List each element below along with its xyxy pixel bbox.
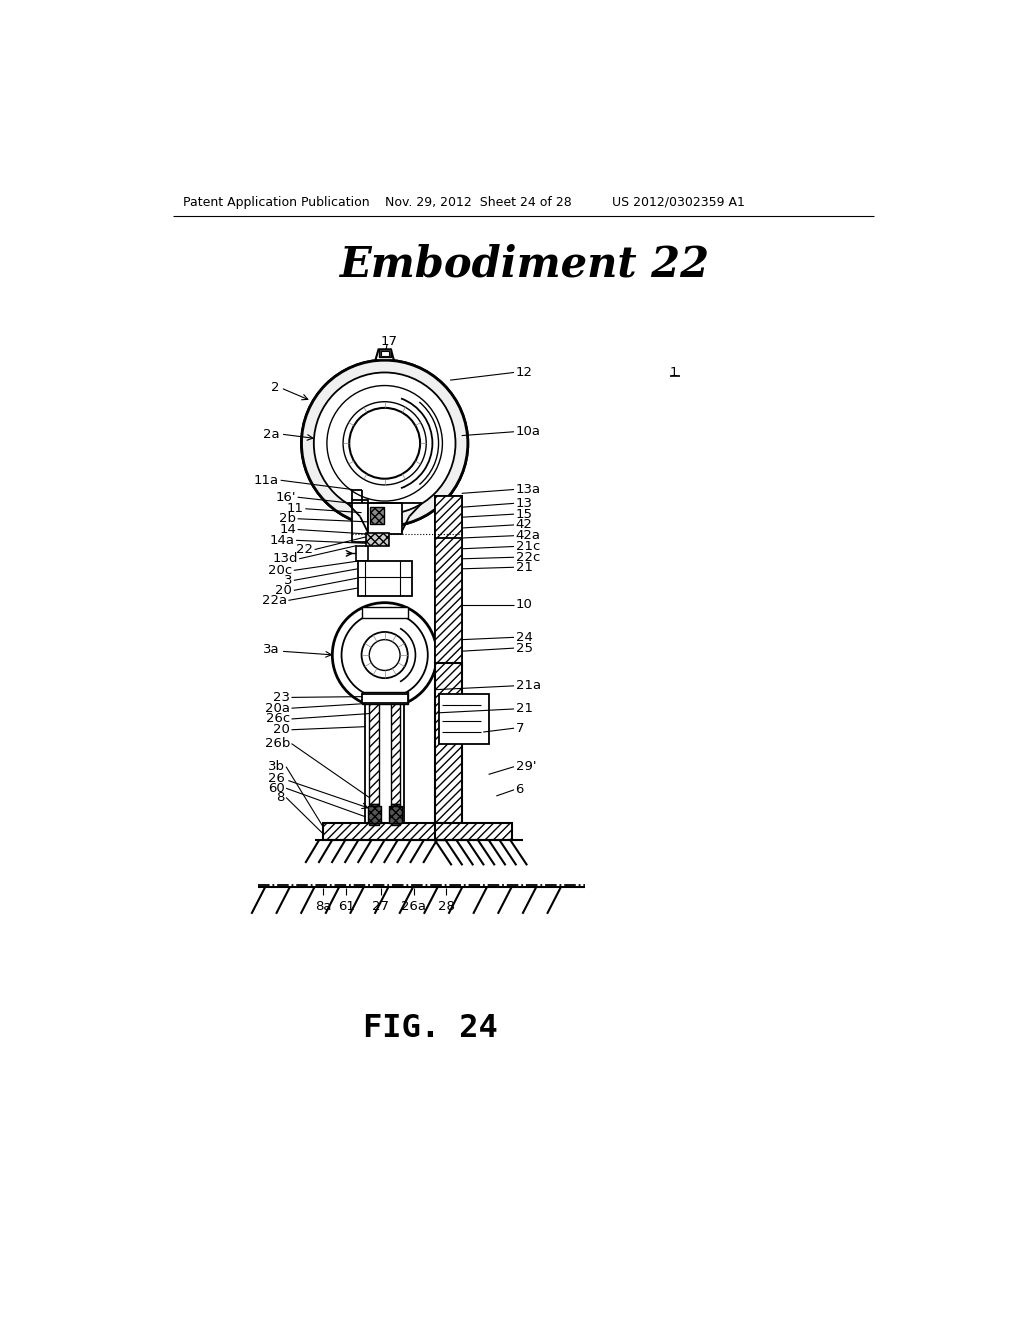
Text: 11: 11: [287, 502, 304, 515]
Circle shape: [333, 603, 437, 708]
Text: Embodiment 22: Embodiment 22: [340, 244, 710, 285]
Text: Patent Application Publication: Patent Application Publication: [183, 195, 370, 209]
Text: 25: 25: [515, 642, 532, 655]
Text: 20a: 20a: [265, 702, 290, 714]
Bar: [357, 561, 412, 595]
Text: 21: 21: [515, 702, 532, 715]
Text: US 2012/0302359 A1: US 2012/0302359 A1: [611, 195, 744, 209]
Text: 2: 2: [270, 381, 280, 395]
Text: 2b: 2b: [280, 512, 296, 525]
Text: 26a: 26a: [401, 899, 426, 912]
Circle shape: [313, 372, 456, 515]
Text: 3b: 3b: [267, 760, 285, 774]
Text: 13a: 13a: [515, 483, 541, 496]
Text: 3a: 3a: [262, 643, 280, 656]
Text: 26b: 26b: [264, 737, 290, 750]
Bar: [381, 351, 388, 356]
Bar: [370, 804, 379, 825]
Text: 22a: 22a: [262, 594, 287, 607]
Text: 42a: 42a: [515, 529, 541, 543]
Text: 17: 17: [381, 335, 397, 348]
Bar: [388, 807, 401, 822]
Polygon shape: [376, 350, 394, 360]
Text: 22c: 22c: [515, 550, 540, 564]
Bar: [356, 545, 368, 561]
Text: 10a: 10a: [515, 425, 541, 438]
Bar: [368, 503, 401, 535]
Bar: [391, 700, 400, 804]
Text: 42: 42: [515, 519, 532, 532]
Text: Nov. 29, 2012  Sheet 24 of 28: Nov. 29, 2012 Sheet 24 of 28: [385, 195, 571, 209]
Text: 10: 10: [515, 598, 532, 611]
Circle shape: [301, 360, 468, 527]
Text: 8a: 8a: [314, 899, 332, 912]
Bar: [379, 350, 391, 358]
Text: 16': 16': [275, 491, 296, 504]
Bar: [361, 607, 408, 618]
Text: 13: 13: [515, 496, 532, 510]
Text: 21: 21: [515, 561, 532, 574]
Text: 26c: 26c: [265, 713, 290, 726]
Bar: [438, 693, 488, 743]
Circle shape: [313, 372, 456, 515]
Text: 2a: 2a: [262, 428, 280, 441]
Text: 28: 28: [438, 899, 455, 912]
Bar: [435, 663, 462, 840]
Text: 20c: 20c: [268, 564, 292, 577]
Bar: [435, 496, 437, 826]
Text: 60: 60: [268, 781, 285, 795]
Bar: [323, 822, 446, 840]
Circle shape: [349, 408, 420, 479]
Circle shape: [343, 401, 426, 484]
Text: 3: 3: [284, 574, 292, 587]
Text: 20: 20: [273, 723, 290, 737]
Text: 24: 24: [515, 631, 532, 644]
Text: 11a: 11a: [254, 474, 280, 487]
Bar: [435, 496, 462, 539]
Circle shape: [327, 385, 442, 502]
Text: 14a: 14a: [269, 533, 295, 546]
Text: 21a: 21a: [515, 680, 541, 693]
Circle shape: [301, 360, 468, 527]
Bar: [361, 692, 408, 704]
Text: FIG. 24: FIG. 24: [364, 1012, 499, 1044]
Text: 14: 14: [280, 523, 296, 536]
Text: 7: 7: [515, 722, 524, 735]
Bar: [352, 499, 368, 541]
Text: 21c: 21c: [515, 540, 540, 553]
Text: 1: 1: [670, 366, 678, 379]
Circle shape: [361, 632, 408, 678]
Text: 8: 8: [276, 791, 285, 804]
Circle shape: [370, 640, 400, 671]
Bar: [391, 804, 400, 825]
Bar: [366, 700, 403, 826]
Bar: [435, 822, 512, 840]
Text: 61: 61: [338, 899, 354, 912]
Text: 23: 23: [273, 690, 290, 704]
Text: 26: 26: [267, 772, 285, 785]
Text: 20: 20: [275, 583, 292, 597]
Bar: [370, 507, 384, 524]
Bar: [435, 496, 462, 826]
Text: 27: 27: [373, 899, 389, 912]
Text: 13d: 13d: [272, 552, 298, 565]
Bar: [370, 700, 379, 804]
Bar: [368, 807, 381, 822]
Bar: [361, 693, 408, 702]
Text: 22: 22: [296, 543, 313, 556]
Text: 12: 12: [515, 366, 532, 379]
Text: 6: 6: [515, 783, 524, 796]
Circle shape: [342, 612, 428, 698]
Bar: [460, 496, 462, 826]
Text: 29': 29': [515, 760, 536, 774]
Text: 15: 15: [515, 508, 532, 520]
Bar: [367, 533, 389, 546]
